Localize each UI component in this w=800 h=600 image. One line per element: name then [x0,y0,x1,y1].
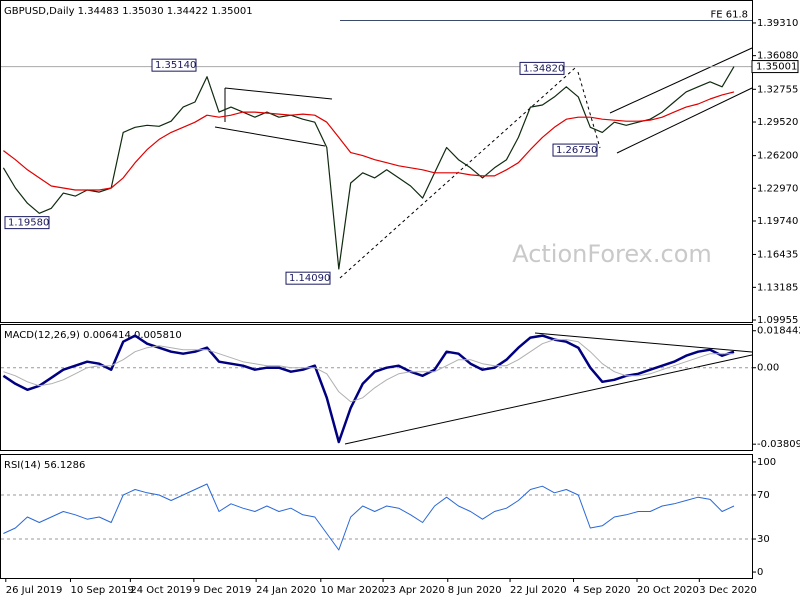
panel-title: RSI(14) 56.1286 [4,460,85,471]
x-tick-label: 24 Oct 2019 [130,585,192,596]
y-tick-label: 100 [757,457,776,468]
dashed-trend [577,71,601,149]
channel-top [609,47,753,114]
series-line [2,334,735,444]
annotation-box [285,271,331,285]
series-line [3,339,734,403]
y-tick-label: 1.26200 [757,151,798,162]
series-line [3,483,735,551]
y-tick-label: 30 [757,534,770,545]
y-tick-label: 1.29520 [757,117,798,128]
x-tick-label: 9 Dec 2019 [194,585,252,596]
annotation-label: 1.26750 [556,145,597,156]
last-price-label: 1.35001 [756,62,797,73]
x-tick-label: 4 Sep 2020 [574,585,631,596]
annotation-box [4,216,50,230]
x-tick-label: 26 Jul 2019 [6,585,63,596]
y-tick-label: 1.22970 [757,183,798,194]
y-tick-label: 1.36080 [757,51,798,62]
rsi-panel [0,454,753,579]
y-tick-label: 70 [757,490,770,501]
series-line [2,66,735,270]
y-tick-label: 0 [757,567,763,578]
x-tick-label: 22 Jul 2020 [510,585,567,596]
y-tick-label: -0.038095 [757,439,800,450]
y-tick-label: 1.32755 [757,84,798,95]
flag-bottom [214,126,326,147]
y-tick-label: 1.13185 [757,282,798,293]
watermark: ActionForex.com [512,240,712,268]
panel-title: GBPUSD,Daily 1.34483 1.35030 1.34422 1.3… [4,6,253,17]
macd-trend [534,332,753,353]
annotation-label: 1.35140 [155,60,196,71]
y-tick-label: 1.16435 [757,249,798,260]
macd-trend [344,354,753,445]
annotation-box [552,143,598,157]
x-tick-label: 20 Oct 2020 [637,585,699,596]
annotation-box [151,58,197,72]
y-tick-label: 1.09955 [757,315,798,326]
annotation-label: 1.34820 [523,63,564,74]
annotation-box [519,61,565,75]
x-tick-label: 24 Jan 2020 [256,585,316,596]
y-tick-label: 1.39310 [757,18,798,29]
x-tick-label: 3 Dec 2020 [699,585,757,596]
x-tick-label: 10 Sep 2019 [70,585,133,596]
channel-bottom [616,87,753,154]
annotation-label: 1.19580 [8,218,49,229]
macd-panel [0,324,753,451]
annotation-label: 1.14090 [289,273,330,284]
y-tick-label: 1.19740 [757,216,798,227]
y-tick-label: 0.00 [757,363,779,374]
flag-top [224,87,333,100]
panel-title: MACD(12,26,9) 0.006414 0.005810 [4,330,182,341]
price-panel [0,0,753,323]
last-price-box [751,60,799,74]
x-tick-label: 8 Jun 2020 [448,585,502,596]
x-tick-label: 23 Apr 2020 [383,585,445,596]
x-tick-label: 10 Mar 2020 [321,585,384,596]
y-tick-label: 0.018442 [757,326,800,337]
series-line [3,91,735,191]
fe-label: FE 61.8 [710,10,748,21]
